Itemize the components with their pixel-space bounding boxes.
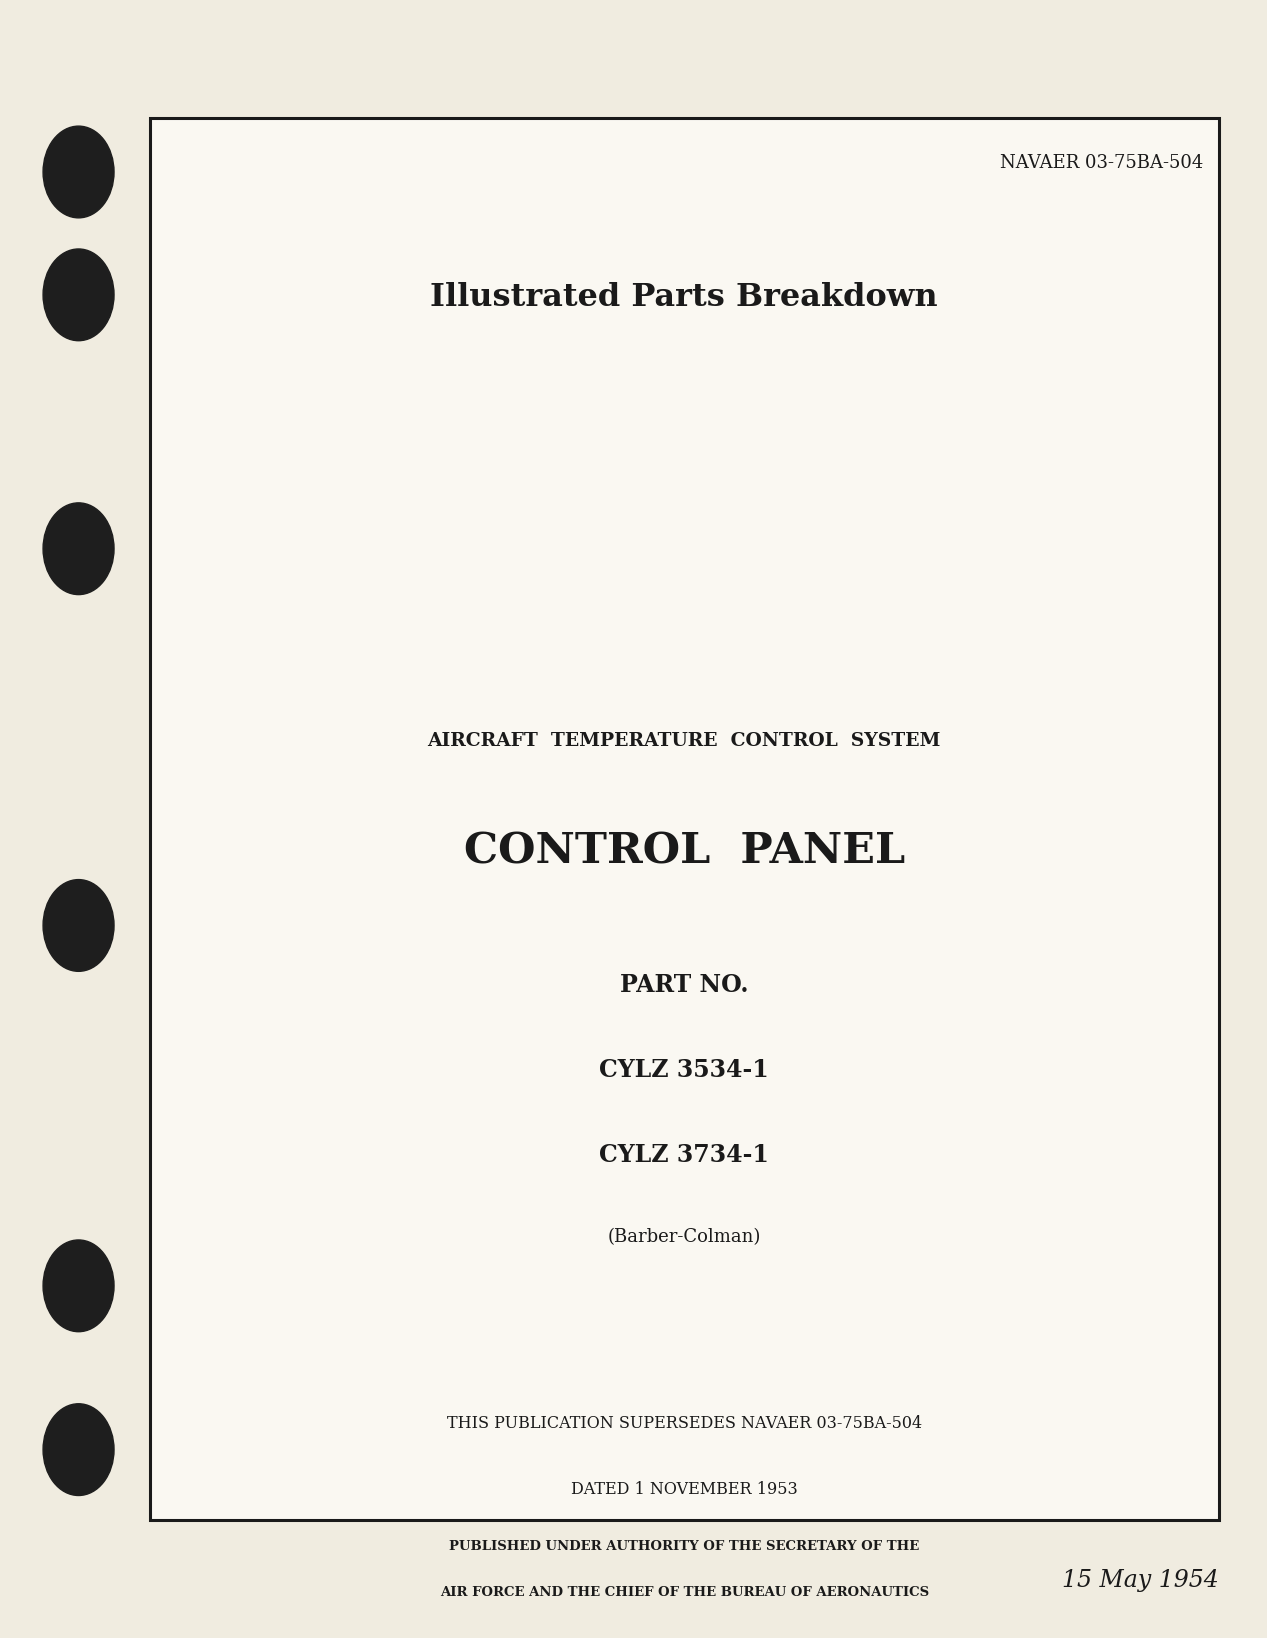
Circle shape [43, 249, 114, 341]
Text: CYLZ 3534-1: CYLZ 3534-1 [599, 1058, 769, 1083]
Circle shape [43, 126, 114, 218]
Text: (Barber-Colman): (Barber-Colman) [607, 1228, 761, 1247]
Text: PART NO.: PART NO. [620, 973, 749, 998]
Circle shape [43, 1240, 114, 1332]
Text: THIS PUBLICATION SUPERSEDES NAVAER 03-75BA-504: THIS PUBLICATION SUPERSEDES NAVAER 03-75… [447, 1415, 922, 1432]
FancyBboxPatch shape [150, 118, 1219, 1520]
Text: 15 May 1954: 15 May 1954 [1062, 1569, 1219, 1592]
Text: NAVAER 03-75BA-504: NAVAER 03-75BA-504 [1001, 154, 1204, 172]
Text: DATED 1 NOVEMBER 1953: DATED 1 NOVEMBER 1953 [571, 1481, 797, 1497]
Circle shape [43, 1404, 114, 1495]
Text: AIRCRAFT  TEMPERATURE  CONTROL  SYSTEM: AIRCRAFT TEMPERATURE CONTROL SYSTEM [427, 732, 941, 750]
Circle shape [43, 503, 114, 595]
Text: Illustrated Parts Breakdown: Illustrated Parts Breakdown [431, 282, 938, 313]
Circle shape [43, 880, 114, 971]
Text: PUBLISHED UNDER AUTHORITY OF THE SECRETARY OF THE: PUBLISHED UNDER AUTHORITY OF THE SECRETA… [449, 1540, 920, 1553]
Text: CYLZ 3734-1: CYLZ 3734-1 [599, 1143, 769, 1168]
Text: CONTROL  PANEL: CONTROL PANEL [464, 830, 905, 873]
Text: AIR FORCE AND THE CHIEF OF THE BUREAU OF AERONAUTICS: AIR FORCE AND THE CHIEF OF THE BUREAU OF… [440, 1586, 929, 1599]
